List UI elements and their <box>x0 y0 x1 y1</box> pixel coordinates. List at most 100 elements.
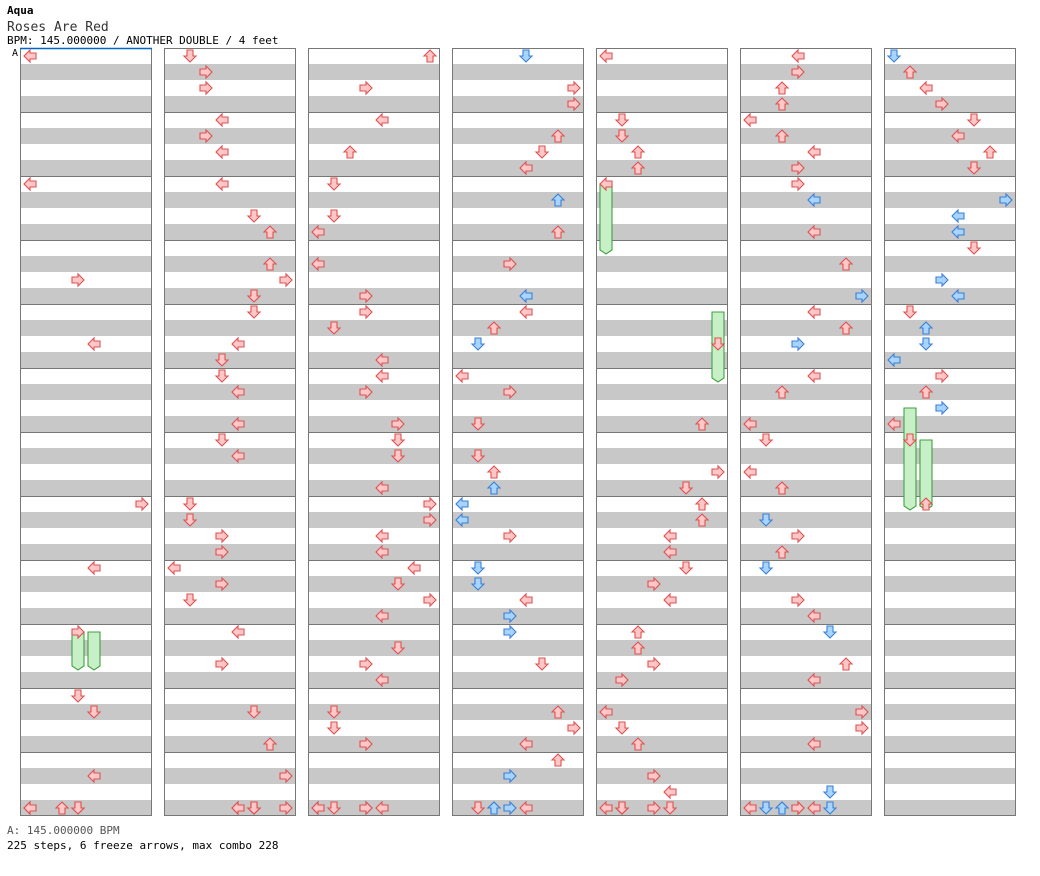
down-arrow <box>214 369 230 383</box>
right-arrow <box>503 608 517 624</box>
beat-stripe <box>20 608 152 624</box>
beat-stripe <box>596 736 728 752</box>
up-arrow <box>838 657 854 671</box>
left-arrow <box>231 384 245 400</box>
beat-stripe <box>164 480 296 496</box>
beat-stripe <box>452 608 584 624</box>
left-arrow <box>519 592 533 608</box>
left-arrow <box>807 144 821 160</box>
beat-stripe <box>164 640 296 656</box>
left-arrow <box>743 800 757 816</box>
beat-stripe <box>884 448 1016 464</box>
left-arrow <box>311 256 325 272</box>
down-arrow <box>246 305 262 319</box>
beat-stripe <box>884 800 1016 816</box>
beat-stripe <box>20 192 152 208</box>
right-arrow <box>359 304 373 320</box>
beat-stripe <box>740 640 872 656</box>
left-arrow <box>599 800 613 816</box>
up-arrow <box>694 417 710 431</box>
beat-stripe <box>884 64 1016 80</box>
beat-stripe <box>740 96 872 112</box>
beat-stripe <box>884 320 1016 336</box>
down-arrow <box>886 49 902 63</box>
left-arrow <box>23 48 37 64</box>
down-arrow <box>246 209 262 223</box>
left-arrow <box>663 544 677 560</box>
beat-stripe <box>596 256 728 272</box>
right-arrow <box>503 256 517 272</box>
left-arrow <box>807 800 821 816</box>
up-arrow <box>550 193 566 207</box>
down-arrow <box>678 481 694 495</box>
beat-stripe <box>308 768 440 784</box>
down-arrow <box>614 721 630 735</box>
beat-stripe <box>308 672 440 688</box>
beat-stripe <box>596 192 728 208</box>
up-arrow <box>342 145 358 159</box>
beat-stripe <box>164 192 296 208</box>
freeze-arrow <box>903 407 917 511</box>
down-arrow <box>390 433 406 447</box>
beat-stripe <box>164 736 296 752</box>
up-arrow <box>486 801 502 815</box>
beat-stripe <box>164 512 296 528</box>
down-arrow <box>758 433 774 447</box>
beat-stripe <box>596 96 728 112</box>
beat-stripe <box>740 192 872 208</box>
beat-stripe <box>884 640 1016 656</box>
beat-stripe <box>164 544 296 560</box>
beat-stripe <box>20 320 152 336</box>
down-arrow <box>966 161 982 175</box>
beat-stripe <box>884 672 1016 688</box>
left-arrow <box>375 352 389 368</box>
left-arrow <box>375 368 389 384</box>
beat-stripe <box>884 576 1016 592</box>
beat-stripe <box>20 224 152 240</box>
down-arrow <box>246 289 262 303</box>
beat-stripe <box>596 640 728 656</box>
beat-stripe <box>20 256 152 272</box>
right-arrow <box>791 64 805 80</box>
up-arrow <box>774 481 790 495</box>
up-arrow <box>774 545 790 559</box>
beat-stripe <box>308 256 440 272</box>
right-arrow <box>647 800 661 816</box>
beat-stripe <box>308 192 440 208</box>
beat-stripe <box>452 736 584 752</box>
beat-stripe <box>308 128 440 144</box>
left-arrow <box>311 800 325 816</box>
column-border <box>596 48 728 816</box>
down-arrow <box>758 513 774 527</box>
beat-stripe <box>740 800 872 816</box>
right-arrow <box>615 672 629 688</box>
step-chart <box>20 47 1016 816</box>
beat-stripe <box>884 768 1016 784</box>
down-arrow <box>614 129 630 143</box>
right-arrow <box>791 592 805 608</box>
left-arrow <box>519 736 533 752</box>
beat-stripe <box>596 480 728 496</box>
beat-stripe <box>884 352 1016 368</box>
up-arrow <box>422 49 438 63</box>
left-arrow <box>23 800 37 816</box>
up-arrow <box>486 321 502 335</box>
beat-stripe <box>452 512 584 528</box>
down-arrow <box>390 577 406 591</box>
up-arrow <box>774 97 790 111</box>
beat-stripe <box>452 544 584 560</box>
right-arrow <box>647 768 661 784</box>
right-arrow <box>423 592 437 608</box>
beat-stripe <box>308 800 440 816</box>
beat-stripe <box>596 576 728 592</box>
column-border <box>884 48 1016 816</box>
right-arrow <box>647 656 661 672</box>
up-arrow <box>262 257 278 271</box>
beat-stripe <box>884 416 1016 432</box>
beat-stripe <box>164 448 296 464</box>
right-arrow <box>567 720 581 736</box>
down-arrow <box>534 657 550 671</box>
beat-stripe <box>308 384 440 400</box>
beat-stripe <box>596 224 728 240</box>
up-arrow <box>550 753 566 767</box>
